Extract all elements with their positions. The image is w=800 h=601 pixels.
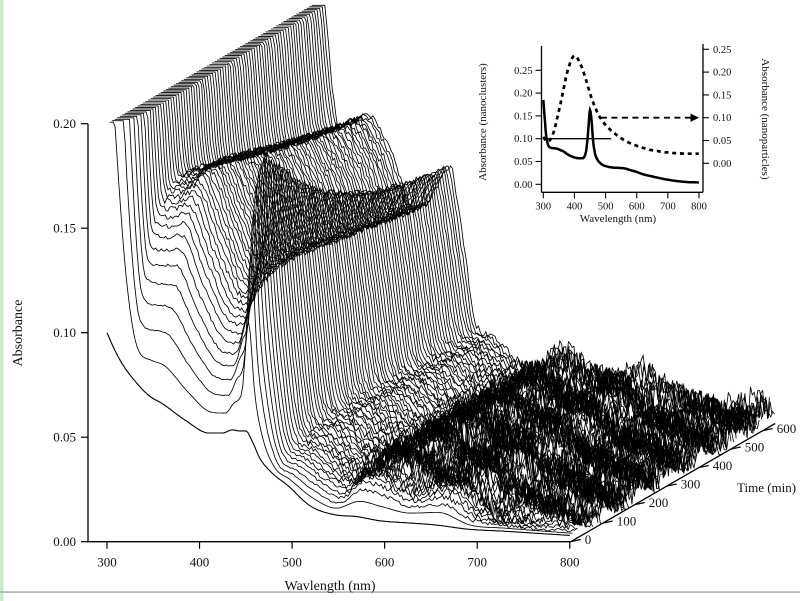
y-tick-label: 0.20 bbox=[53, 116, 76, 131]
inset-left-tick-label: 0.05 bbox=[514, 157, 532, 168]
x-tick-label: 500 bbox=[282, 555, 302, 570]
inset-right-tick-label: 0.05 bbox=[713, 136, 731, 147]
spectrum-curve bbox=[127, 111, 591, 527]
time-tick-label: 300 bbox=[681, 477, 701, 492]
main-axes bbox=[81, 123, 776, 549]
inset-left-axis-label: Absorbance (nanoclusters) bbox=[477, 63, 489, 181]
spectrum-curve bbox=[122, 114, 586, 527]
spectrum-curve bbox=[109, 121, 573, 534]
inset-right-tick-label: 0.10 bbox=[713, 113, 731, 124]
time-tick-label: 200 bbox=[649, 495, 669, 510]
spectrum-curve bbox=[106, 332, 570, 536]
inset-x-tick-label: 700 bbox=[660, 201, 676, 212]
time-axis-line bbox=[570, 422, 776, 543]
spectrum-curve bbox=[117, 117, 581, 529]
page-left-green-strip bbox=[0, 0, 4, 601]
y-tick-label: 0.10 bbox=[53, 325, 76, 340]
main-x-axis-label: Wavlength (nm) bbox=[284, 579, 375, 594]
inset-x-tick-label: 600 bbox=[629, 201, 645, 212]
main-tick-labels: 0.00 0.05 0.10 0.15 0.20 300 400 500 600 700 800 0 1… bbox=[53, 116, 796, 570]
inset-right-tick-label: 0.00 bbox=[713, 159, 731, 170]
time-tick-label: 500 bbox=[745, 440, 765, 455]
inset-tick-labels: 0.00 0.05 0.10 0.15 0.20 0.25 0.00 0.05 0.10 0.15… bbox=[514, 45, 731, 213]
spectrum-curve bbox=[158, 93, 622, 513]
x-tick-label: 800 bbox=[560, 555, 580, 570]
inset-right-tick-label: 0.20 bbox=[713, 68, 731, 79]
inset-left-tick-label: 0.10 bbox=[514, 134, 532, 145]
inset-left-tick-label: 0.00 bbox=[514, 180, 532, 191]
time-axis-label: Time (min) bbox=[737, 480, 796, 495]
inset-x-tick-label: 400 bbox=[567, 201, 583, 212]
spectrum-curve bbox=[124, 112, 589, 529]
inset-right-tick-label: 0.15 bbox=[713, 90, 731, 101]
inset-left-tick-label: 0.20 bbox=[514, 89, 532, 100]
inset-series-nanoparticles bbox=[542, 54, 699, 156]
main-y-axis-label: Absorbance bbox=[11, 300, 26, 367]
spectrum-curve bbox=[112, 120, 576, 533]
inset-right-tick-label: 0.25 bbox=[713, 45, 731, 56]
spectrum-curve bbox=[114, 118, 578, 531]
spectrum-curve bbox=[165, 89, 629, 509]
inset-curves bbox=[542, 54, 699, 184]
inset-x-tick-label: 500 bbox=[598, 201, 614, 212]
y-tick-label: 0.05 bbox=[53, 430, 76, 445]
inset-chart: 0.00 0.05 0.10 0.15 0.20 0.25 0.00 0.05 0.10 0.15… bbox=[477, 44, 771, 225]
inset-left-tick-label: 0.15 bbox=[514, 111, 532, 122]
x-tick-label: 300 bbox=[97, 555, 117, 570]
inset-x-axis-label: Wavelength (nm) bbox=[580, 213, 657, 225]
waterfall-curves bbox=[106, 4, 775, 536]
inset-x-tick-label: 800 bbox=[691, 201, 707, 212]
time-tick-label: 100 bbox=[617, 514, 637, 529]
inset-right-axis-label: Absorbance (nanoparticles) bbox=[759, 58, 771, 180]
inset-axes bbox=[535, 44, 709, 199]
inset-x-tick-label: 300 bbox=[535, 201, 551, 212]
x-tick-label: 700 bbox=[467, 555, 487, 570]
inset-left-tick-label: 0.25 bbox=[514, 66, 532, 77]
inset-series-nanoclusters bbox=[542, 99, 699, 184]
x-tick-label: 600 bbox=[375, 555, 395, 570]
y-tick-label: 0.15 bbox=[53, 221, 76, 236]
time-tick-label: 600 bbox=[777, 421, 797, 436]
inset-arrow-head bbox=[690, 113, 699, 122]
time-tick-label: 0 bbox=[585, 532, 592, 547]
time-tick-label: 400 bbox=[713, 458, 733, 473]
x-tick-label: 400 bbox=[190, 555, 210, 570]
y-tick-label: 0.00 bbox=[53, 534, 76, 549]
page-bottom-rule bbox=[0, 591, 800, 593]
